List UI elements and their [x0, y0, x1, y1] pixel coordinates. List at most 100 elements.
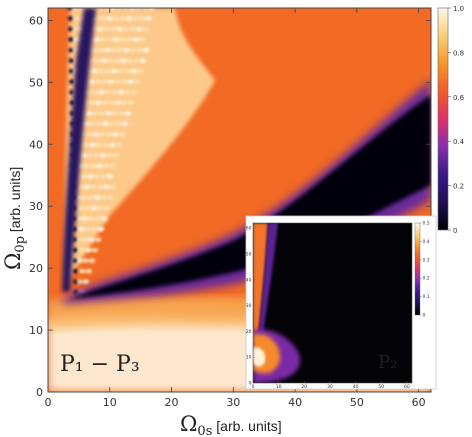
oscillation-spot [94, 216, 101, 221]
oscillation-spot [78, 226, 85, 232]
oscillation-spot [91, 47, 98, 53]
inset-colorbar-tick-label: 0.1 [423, 294, 430, 300]
colorbar-tick-label: 0.6 [453, 94, 465, 102]
oscillation-spot [116, 8, 123, 11]
oscillation-spot [112, 132, 119, 137]
inset-y-tick-label: 60 [246, 226, 252, 232]
oscillation-spot [84, 226, 92, 232]
oscillation-spot [94, 58, 101, 63]
oscillation-spot [88, 258, 96, 263]
oscillation-spot [98, 90, 105, 95]
oscillation-spot [138, 16, 146, 21]
oscillation-spot [103, 8, 110, 11]
oscillation-spot [106, 153, 113, 158]
oscillation-dark-spot [67, 16, 74, 21]
oscillation-spot [93, 174, 100, 179]
oscillation-spot [111, 90, 118, 95]
oscillation-spot [123, 26, 130, 32]
oscillation-spot [118, 132, 126, 137]
oscillation-spot [124, 111, 132, 116]
oscillation-spot [109, 184, 117, 190]
oscillation-spot [105, 111, 112, 116]
oscillation-spot [123, 47, 130, 53]
oscillation-spot [99, 16, 107, 21]
y-tick-label: 30 [29, 200, 43, 213]
oscillation-spot [101, 79, 108, 84]
y-axis-subscript: 0p [13, 236, 28, 253]
oscillation-spot [90, 205, 98, 211]
oscillation-spot [100, 58, 108, 63]
oscillation-spot [108, 142, 116, 148]
oscillation-spot [148, 8, 155, 11]
x-axis-ticks: 0 10 20 30 40 50 60 [45, 8, 426, 409]
oscillation-spot [136, 68, 144, 74]
y-tick-label: 60 [29, 14, 43, 27]
oscillation-spot [136, 26, 143, 32]
oscillation-spot [74, 16, 81, 21]
oscillation-dark-spot [67, 8, 73, 11]
oscillation-spot [93, 16, 100, 21]
oscillation-spot [102, 121, 109, 127]
y-tick-label: 40 [29, 138, 43, 151]
oscillation-spot [88, 237, 95, 242]
oscillation-dark-spot [68, 68, 75, 74]
oscillation-dark-spot [69, 79, 75, 85]
oscillation-spot [132, 16, 139, 21]
oscillation-spot [95, 100, 102, 105]
x-tick-label: 60 [412, 396, 426, 409]
oscillation-spot [115, 121, 122, 127]
y-tick-label: 20 [29, 262, 43, 275]
oscillation-spot [127, 79, 134, 84]
oscillation-spot [122, 8, 130, 11]
oscillation-spot [102, 142, 109, 148]
oscillation-spot [82, 121, 90, 127]
oscillation-spot [106, 16, 113, 21]
oscillation-spot [127, 100, 135, 105]
oscillation-spot [142, 8, 149, 11]
oscillation-spot [92, 132, 100, 137]
oscillation-spot [97, 226, 105, 232]
oscillation-spot [118, 111, 125, 116]
oscillation-spot [104, 47, 111, 53]
inset-x-tick-label: 30 [327, 384, 333, 390]
oscillation-spot [77, 184, 84, 190]
oscillation-spot [100, 195, 107, 200]
inset-y-tick-label: 10 [246, 355, 252, 361]
oscillation-spot [103, 26, 110, 32]
oscillation-spot [82, 279, 90, 284]
oscillation-spot [92, 111, 99, 116]
oscillation-dark-spot [72, 247, 78, 253]
oscillation-spot [112, 16, 120, 21]
oscillation-spot [116, 26, 123, 32]
oscillation-spot [133, 58, 140, 63]
oscillation-spot [96, 184, 104, 190]
oscillation-spot [81, 195, 88, 200]
oscillation-spot [83, 184, 91, 190]
y-axis-label: Ω0p [arb. units] [1, 167, 28, 270]
oscillation-spot [80, 153, 87, 158]
oscillation-spot [82, 258, 89, 263]
oscillation-spot [105, 132, 113, 137]
oscillation-spot [81, 237, 89, 242]
oscillation-spot [110, 68, 118, 74]
oscillation-spot [106, 195, 114, 200]
oscillation-spot [125, 16, 133, 21]
oscillation-spot [91, 68, 98, 74]
oscillation-spot [97, 205, 104, 211]
oscillation-spot [86, 153, 94, 158]
oscillation-spot [81, 216, 88, 221]
oscillation-spot [96, 8, 104, 11]
oscillation-spot [101, 100, 109, 105]
oscillation-spot [129, 26, 136, 32]
oscillation-spot [126, 58, 134, 63]
oscillation-spot [100, 216, 108, 221]
colorbar-tick-label: 0.2 [453, 183, 464, 191]
x-tick-label: 30 [226, 396, 240, 409]
inset-purple-edge [258, 223, 278, 340]
oscillation-spot [108, 100, 115, 105]
inset-colorbar-tick-label: 0.4 [423, 239, 430, 245]
oscillation-spot [120, 79, 128, 84]
x-axis-subscript: 0s [197, 424, 212, 437]
oscillation-spot [99, 132, 106, 137]
oscillation-spot [78, 247, 86, 253]
